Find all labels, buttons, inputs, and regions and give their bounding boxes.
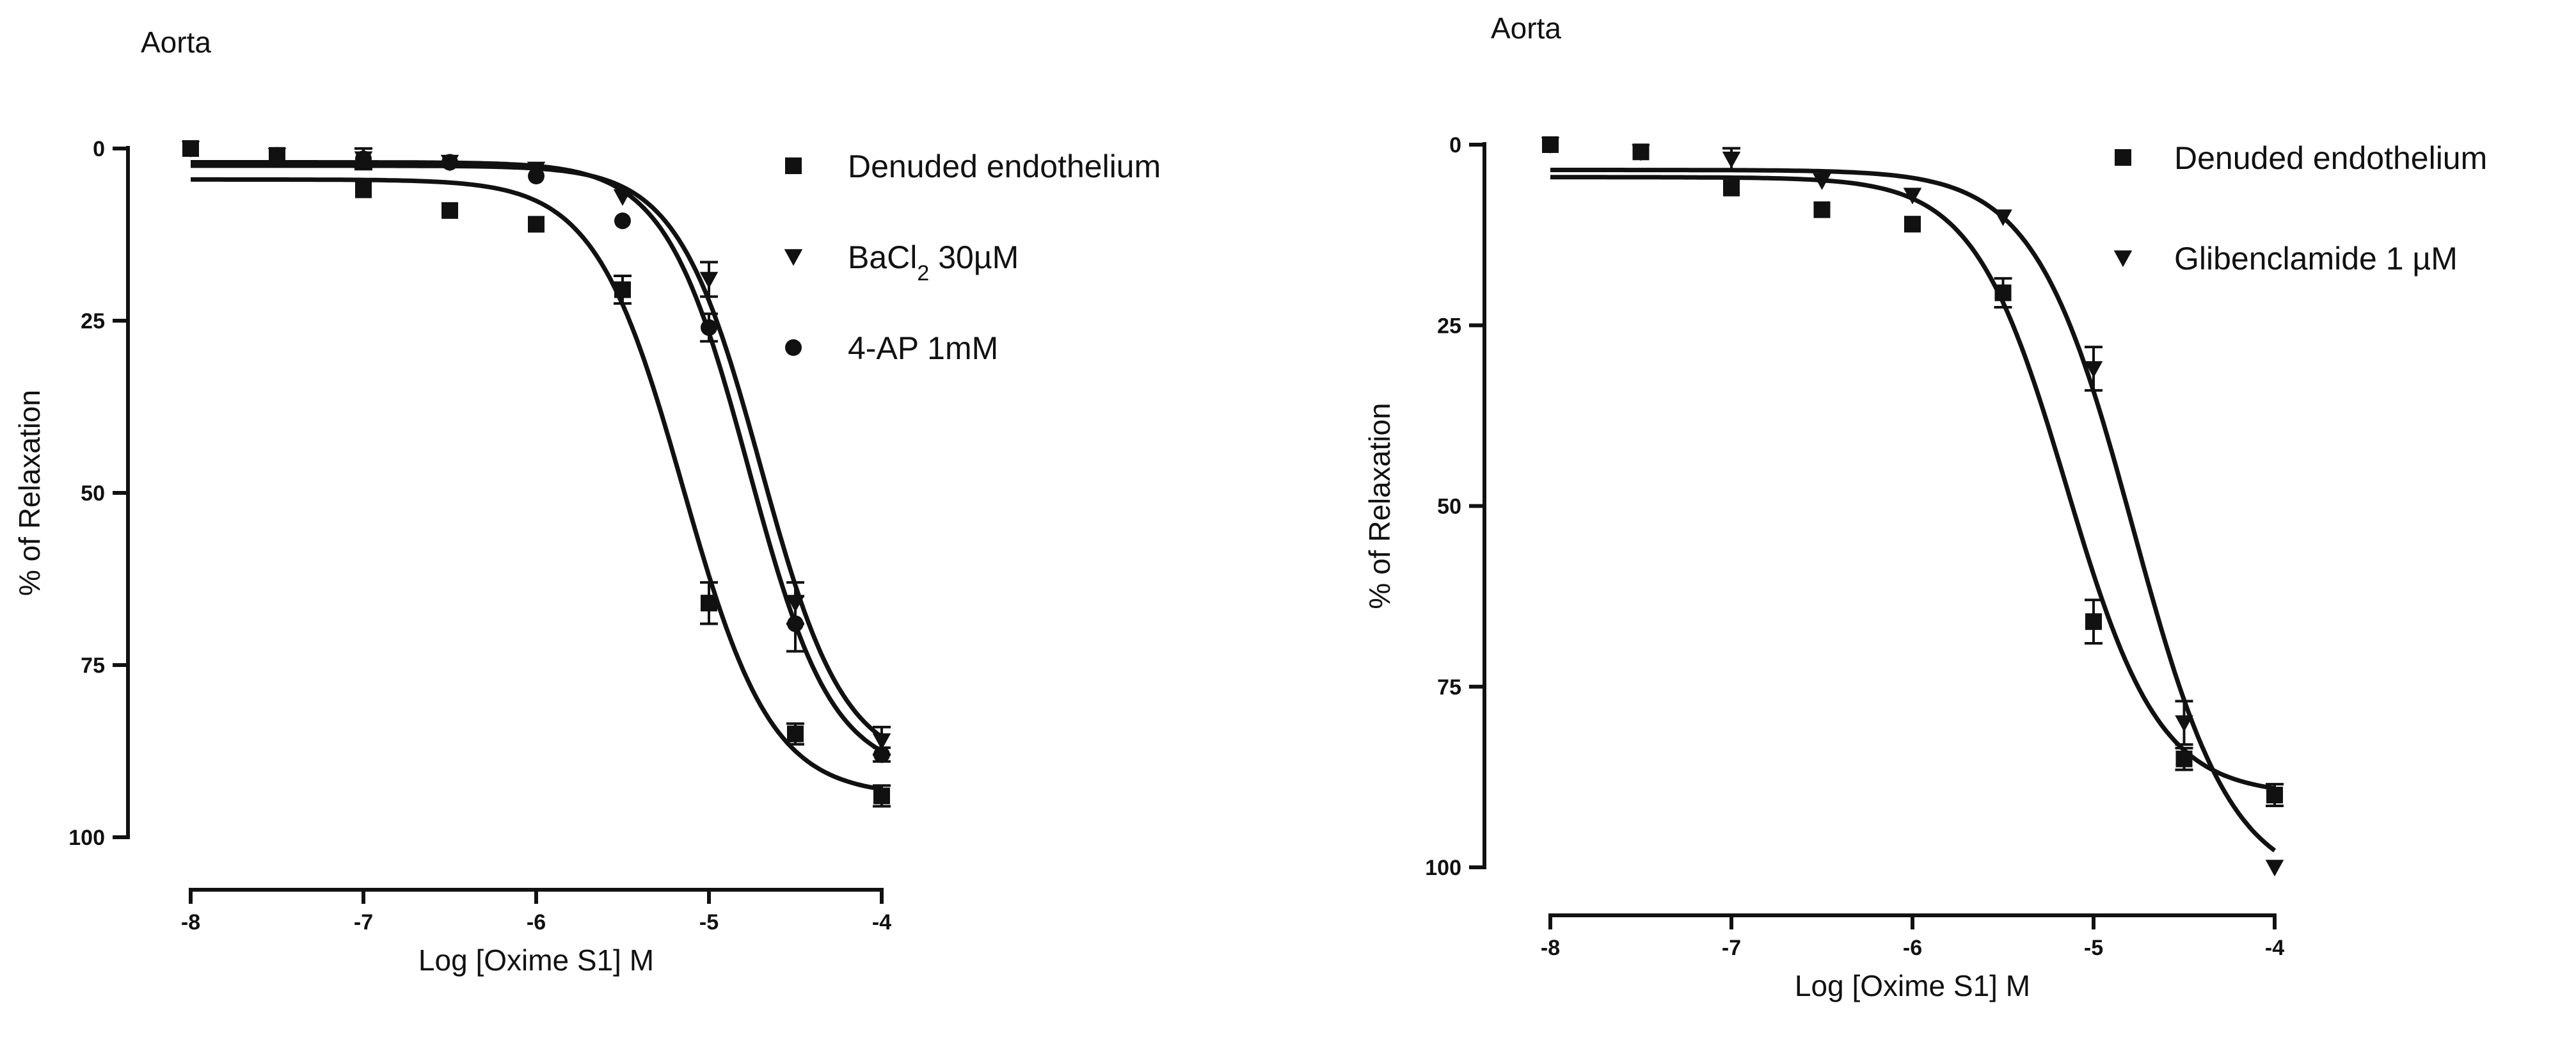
- data-point: [528, 216, 545, 233]
- legend-label: Glibenclamide 1 µM: [2174, 241, 2458, 277]
- y-tick-label: 100: [68, 826, 105, 850]
- legend-marker: [2113, 250, 2133, 268]
- x-tick-label: -7: [1722, 936, 1741, 960]
- y-tick-label: 75: [1437, 675, 1461, 700]
- fit-curve: [1550, 168, 2277, 853]
- x-tick-label: -4: [2265, 936, 2284, 960]
- data-point: [182, 140, 199, 157]
- right-chart-panel: Aorta 0 25 50 75 100 % of Relaxation -8 -7 -6 -5 -4…: [1363, 12, 2487, 1002]
- fit-curve: [191, 160, 883, 753]
- data-point: [701, 319, 717, 336]
- data-point: [1541, 137, 1560, 154]
- data-point: [441, 202, 458, 219]
- fit-curve: [1550, 175, 2275, 791]
- data-point: [2265, 860, 2284, 877]
- x-tick-label: -5: [699, 910, 719, 935]
- data-point: [2266, 787, 2283, 804]
- data-point: [355, 150, 372, 168]
- y-axis-title: % of Relaxation: [13, 390, 46, 596]
- data-point: [1994, 284, 2012, 301]
- legend-marker: [2115, 149, 2131, 166]
- y-tick-label: 75: [81, 654, 105, 678]
- series-2: [182, 140, 891, 763]
- data-point: [701, 595, 717, 612]
- data-point: [1903, 188, 1922, 205]
- data-point: [1813, 173, 1831, 190]
- x-tick-label: -6: [1903, 936, 1922, 960]
- data-point: [355, 181, 372, 198]
- legend-marker: [785, 157, 802, 174]
- data-point: [787, 615, 804, 632]
- series-0: [182, 140, 891, 808]
- series-1: [181, 141, 891, 756]
- data-point: [1994, 209, 2012, 227]
- data-point: [614, 281, 631, 298]
- data-point: [787, 725, 804, 743]
- x-tick-label: -5: [2084, 936, 2103, 960]
- fit-curve: [191, 163, 884, 739]
- x-tick-label: -7: [354, 910, 373, 935]
- x-tick-label: -8: [1541, 936, 1560, 960]
- left-chart-panel: Aorta 0 25 50 75 100 % of Relaxation -8 -7 -6 -5 -4…: [13, 26, 1161, 977]
- x-tick-label: -6: [527, 910, 546, 935]
- data-point: [1722, 151, 1741, 168]
- chart-title: Aorta: [141, 26, 211, 59]
- y-tick-label: 50: [81, 481, 105, 506]
- data-point: [1904, 216, 1921, 233]
- data-point: [2084, 361, 2103, 378]
- x-tick-label: -8: [181, 910, 200, 935]
- y-tick-label: 25: [1437, 314, 1461, 338]
- y-tick-label: 0: [1449, 133, 1461, 157]
- series-1: [1541, 137, 2284, 877]
- data-point: [2085, 613, 2102, 630]
- series-0: [1542, 136, 2284, 808]
- data-point: [873, 746, 890, 763]
- data-point: [2175, 750, 2193, 767]
- data-point: [269, 147, 285, 164]
- y-axis-title: % of Relaxation: [1363, 403, 1396, 609]
- data-point: [873, 787, 890, 805]
- data-point: [699, 271, 719, 289]
- y-tick-label: 50: [1437, 495, 1461, 519]
- legend-marker: [784, 249, 803, 266]
- y-tick-label: 100: [1425, 856, 1461, 880]
- data-point: [2175, 715, 2193, 732]
- y-tick-label: 25: [81, 309, 105, 333]
- legend-label: BaCl2 30µM: [848, 239, 1019, 285]
- chart-title: Aorta: [1491, 12, 1561, 45]
- x-tick-label: -4: [872, 910, 891, 935]
- data-point: [1723, 179, 1740, 197]
- data-point: [872, 733, 891, 750]
- data-point: [1813, 201, 1831, 218]
- data-point: [614, 212, 631, 229]
- x-axis-title: Log [Oxime S1] M: [1795, 969, 2030, 1002]
- data-point: [1632, 144, 1650, 161]
- y-tick-label: 0: [93, 137, 105, 161]
- data-point: [441, 154, 458, 171]
- x-axis-title: Log [Oxime S1] M: [418, 944, 654, 977]
- legend-label: Denuded endothelium: [2174, 140, 2487, 176]
- data-point: [528, 168, 545, 185]
- fit-curve: [191, 177, 882, 792]
- legend-label: 4-AP 1mM: [848, 330, 998, 366]
- legend-marker: [785, 339, 802, 356]
- legend-label: Denuded endothelium: [848, 149, 1161, 184]
